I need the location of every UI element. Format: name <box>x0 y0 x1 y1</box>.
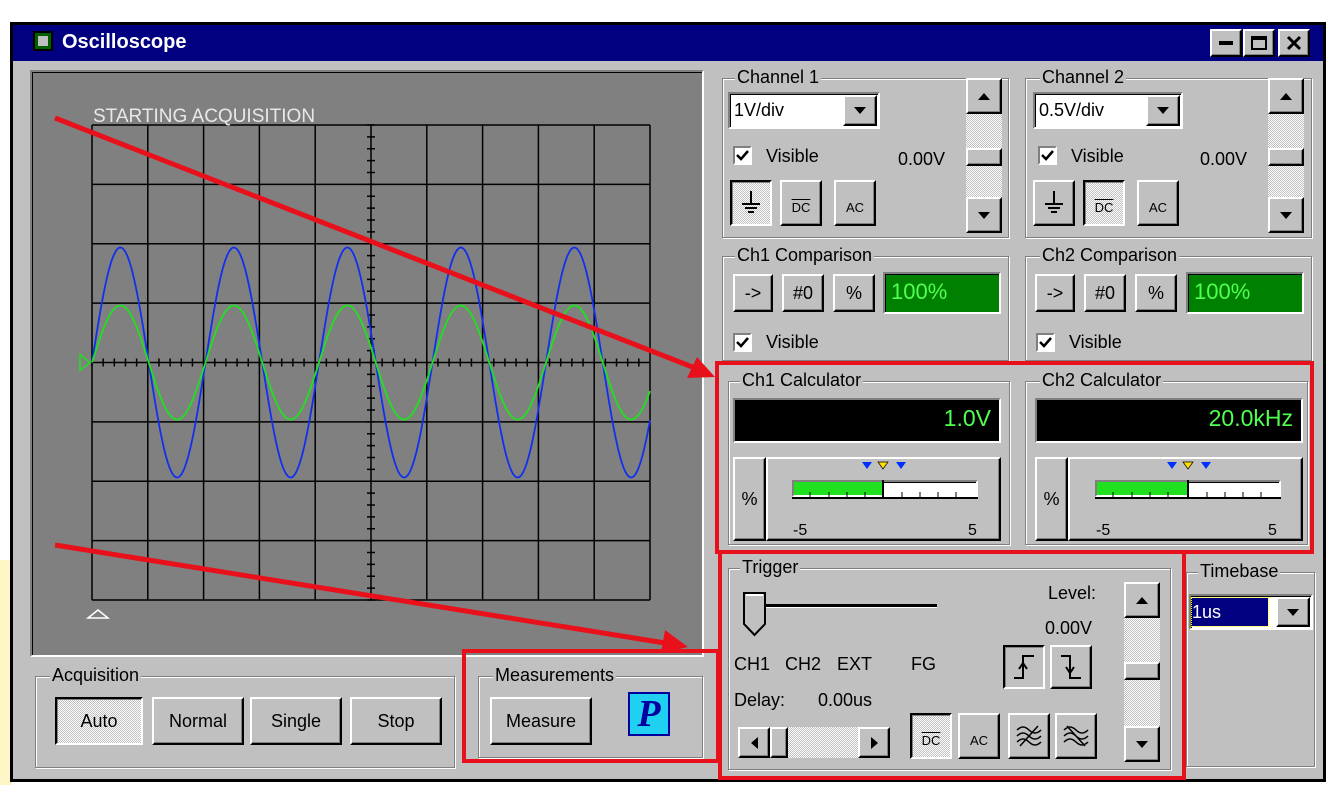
page: Oscilloscope STARTING ACQUISITION Acquis… <box>0 0 1329 785</box>
annotation-arrow <box>55 545 665 643</box>
arrow-head <box>661 630 688 653</box>
annotation-arrow <box>55 118 695 368</box>
annotation-arrows <box>0 0 1329 785</box>
